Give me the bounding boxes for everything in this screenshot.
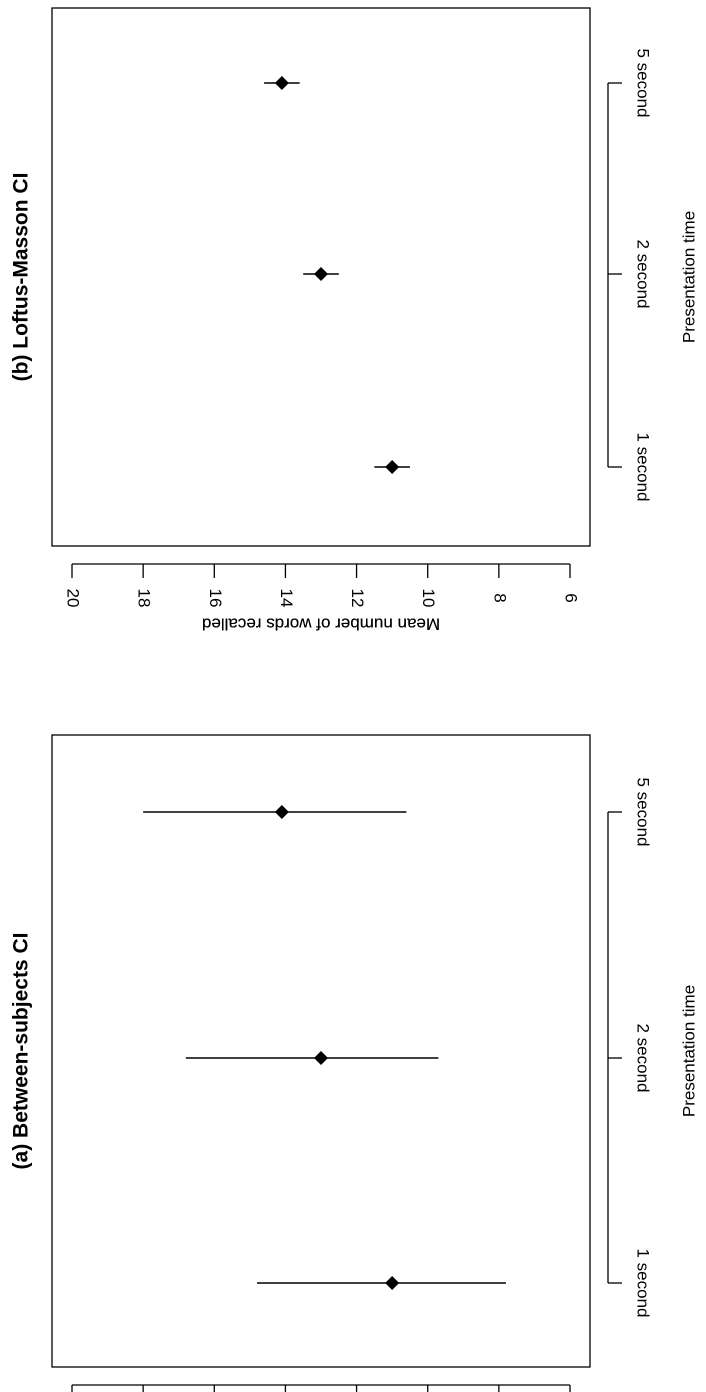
data-point bbox=[274, 805, 289, 819]
y-tick-label: 12 bbox=[348, 589, 367, 608]
y-tick-label: 10 bbox=[419, 589, 438, 608]
data-point bbox=[314, 1051, 328, 1065]
y-axis-label: Mean number of words recalled bbox=[202, 615, 440, 634]
x-tick-label: 1 second bbox=[634, 433, 653, 502]
chart-title: (a) Between-subjects CI bbox=[10, 933, 33, 1170]
y-axis-label: Mean number of words recalled bbox=[202, 615, 440, 634]
y-tick-label: 6 bbox=[562, 593, 581, 602]
data-point bbox=[274, 76, 289, 90]
data-point bbox=[314, 267, 328, 281]
y-tick-label: 18 bbox=[135, 589, 154, 608]
data-point bbox=[385, 460, 400, 474]
x-tick-label: 5 second bbox=[634, 778, 653, 847]
panel-b: (b) Loftus-Masson CI Presentation time M… bbox=[10, 7, 698, 634]
x-tick-label: 2 second bbox=[634, 240, 653, 309]
y-tick-label: 20 bbox=[64, 589, 83, 608]
y-tick-label: 8 bbox=[490, 593, 509, 602]
x-tick-label: 1 second bbox=[634, 1249, 653, 1318]
x-axis-label: Presentation time bbox=[679, 211, 698, 343]
panel-a: (a) Between-subjects CI Presentation tim… bbox=[10, 615, 698, 1392]
y-tick-label: 16 bbox=[206, 589, 225, 608]
y-tick-label: 14 bbox=[277, 589, 296, 608]
plot-frame bbox=[51, 734, 591, 1368]
x-axis-label: Presentation time bbox=[679, 985, 698, 1117]
data-point bbox=[385, 1276, 400, 1290]
chart-title: (b) Loftus-Masson CI bbox=[10, 173, 33, 382]
x-tick-label: 2 second bbox=[634, 1024, 653, 1093]
x-tick-label: 5 second bbox=[634, 49, 653, 118]
plot-frame bbox=[51, 7, 591, 547]
